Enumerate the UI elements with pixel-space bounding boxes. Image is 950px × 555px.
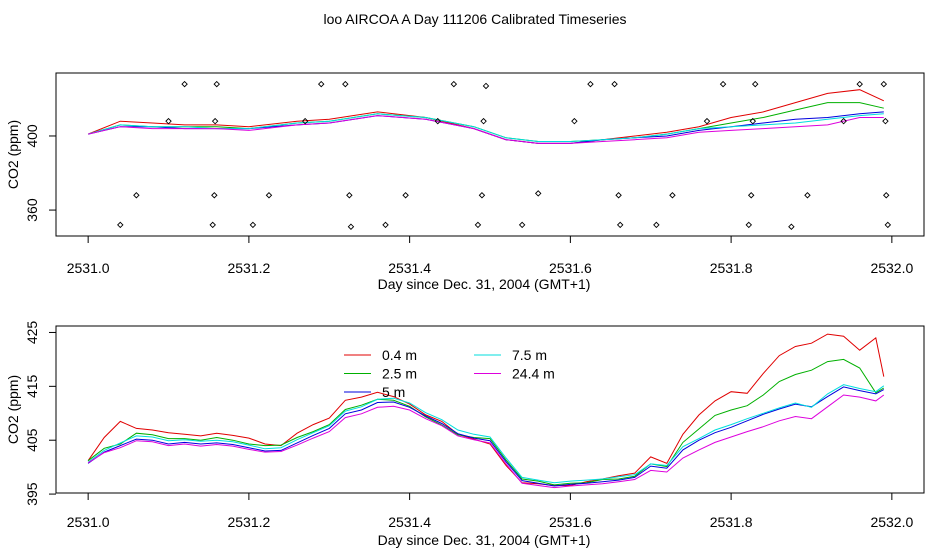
data-point-marker (342, 80, 349, 88)
legend-label: 2.5 m (382, 366, 417, 382)
series-line-7-5-m (87, 113, 884, 142)
plot-frame (55, 72, 925, 237)
data-point-marker (745, 221, 753, 229)
data-point-marker (884, 221, 892, 229)
data-point-marker (804, 192, 811, 199)
figure-title: loo AIRCOA A Day 111206 Calibrated Times… (323, 11, 627, 27)
legend-entry: 0.4 m (344, 347, 417, 363)
x-tick-label: 2531.8 (710, 514, 753, 530)
legend-entry: 7.5 m (474, 347, 547, 363)
x-tick-label: 2531.4 (388, 260, 431, 276)
data-point-marker (480, 117, 487, 125)
data-point-marker (615, 192, 622, 199)
data-point-marker (265, 192, 273, 199)
x-tick-label: 2532.0 (870, 260, 913, 276)
data-point-marker (611, 80, 618, 88)
series-group (87, 89, 885, 144)
data-point-marker (165, 117, 172, 125)
legend-label: 24.4 m (512, 366, 555, 382)
legend-label: 0.4 m (382, 347, 417, 363)
data-point-marker (882, 192, 890, 199)
x-tick-label: 2531.2 (227, 260, 270, 276)
x-tick-label: 2531.6 (549, 514, 592, 530)
data-point-marker (450, 80, 458, 88)
x-axis-label: Day since Dec. 31, 2004 (GMT+1) (378, 532, 591, 548)
data-point-marker (653, 221, 660, 229)
data-point-marker (249, 221, 257, 229)
data-point-marker (751, 80, 759, 88)
y-tick-label: 360 (24, 198, 40, 222)
y-tick-label: 415 (24, 374, 40, 398)
x-axis-label: Day since Dec. 31, 2004 (GMT+1) (378, 276, 591, 292)
series-line-2-5-m (87, 102, 884, 142)
y-tick-label: 395 (24, 482, 40, 506)
data-point-marker (749, 117, 757, 125)
data-point-marker (209, 221, 216, 229)
series-line-0-4-m (87, 333, 885, 486)
series-line-5-m (87, 386, 885, 487)
data-point-marker (880, 80, 888, 88)
data-point-marker (402, 192, 409, 199)
data-point-marker (518, 221, 526, 229)
data-point-marker (347, 223, 355, 230)
x-tick-label: 2531.2 (227, 514, 270, 530)
data-point-marker (382, 221, 389, 229)
y-axis-label: CO2 (ppm) (5, 375, 21, 444)
legend-entry: 5 m (344, 384, 405, 400)
series-line-24-4-m (87, 394, 885, 489)
plot-panel-bottom: 2531.0 2531.2 2531.4 2531.6 2531.8 2532.0 395 4… (5, 321, 925, 548)
data-point-marker (213, 80, 220, 88)
data-point-marker (211, 117, 219, 125)
data-point-marker (571, 117, 578, 125)
data-point-marker (478, 192, 486, 199)
y-axis-label: CO2 (ppm) (5, 120, 21, 189)
data-point-marker (616, 221, 624, 229)
x-tick-label: 2532.0 (870, 514, 913, 530)
x-tick-label: 2531.0 (67, 514, 110, 530)
legend-entry: 2.5 m (344, 366, 417, 382)
data-point-marker (856, 80, 863, 88)
series-line-7-5-m (87, 384, 885, 484)
x-tick-label: 2531.6 (549, 260, 592, 276)
data-point-marker (882, 117, 889, 125)
data-point-marker (703, 117, 711, 125)
x-tick-label: 2531.0 (67, 260, 110, 276)
data-point-marker (747, 192, 755, 199)
legend-label: 7.5 m (512, 347, 547, 363)
legend-entry: 24.4 m (474, 366, 555, 382)
data-point-marker (301, 117, 309, 125)
x-tick-label: 2531.8 (710, 260, 753, 276)
y-tick-label: 400 (24, 124, 40, 148)
data-point-marker (211, 192, 218, 199)
plot-frame (55, 325, 925, 494)
legend: 0.4 m 2.5 m 5 m 7.5 m 24.4 m (344, 347, 555, 400)
y-tick-label: 425 (24, 321, 40, 345)
series-line-24-4-m (87, 115, 884, 144)
data-point-marker (840, 117, 847, 125)
x-tick-label: 2531.4 (388, 514, 431, 530)
data-point-marker (534, 190, 542, 197)
series-line-0-4-m (87, 89, 885, 144)
data-point-marker (133, 192, 140, 199)
data-point-marker (482, 82, 490, 90)
data-point-marker (788, 223, 795, 230)
series-line-2-5-m (87, 358, 885, 486)
y-tick-label: 405 (24, 428, 40, 452)
plot-panel-top: 2531.0 2531.2 2531.4 2531.6 2531.8 2532.0 360 4… (5, 72, 925, 292)
data-point-marker (719, 80, 727, 88)
data-point-marker (434, 117, 441, 125)
data-point-marker (181, 80, 188, 88)
data-point-marker (117, 221, 124, 229)
data-point-marker (474, 221, 482, 229)
data-point-marker (346, 192, 353, 199)
data-point-marker (587, 80, 594, 88)
legend-label: 5 m (382, 384, 405, 400)
data-point-marker (669, 192, 676, 199)
data-point-marker (317, 80, 325, 88)
series-group (87, 333, 885, 489)
